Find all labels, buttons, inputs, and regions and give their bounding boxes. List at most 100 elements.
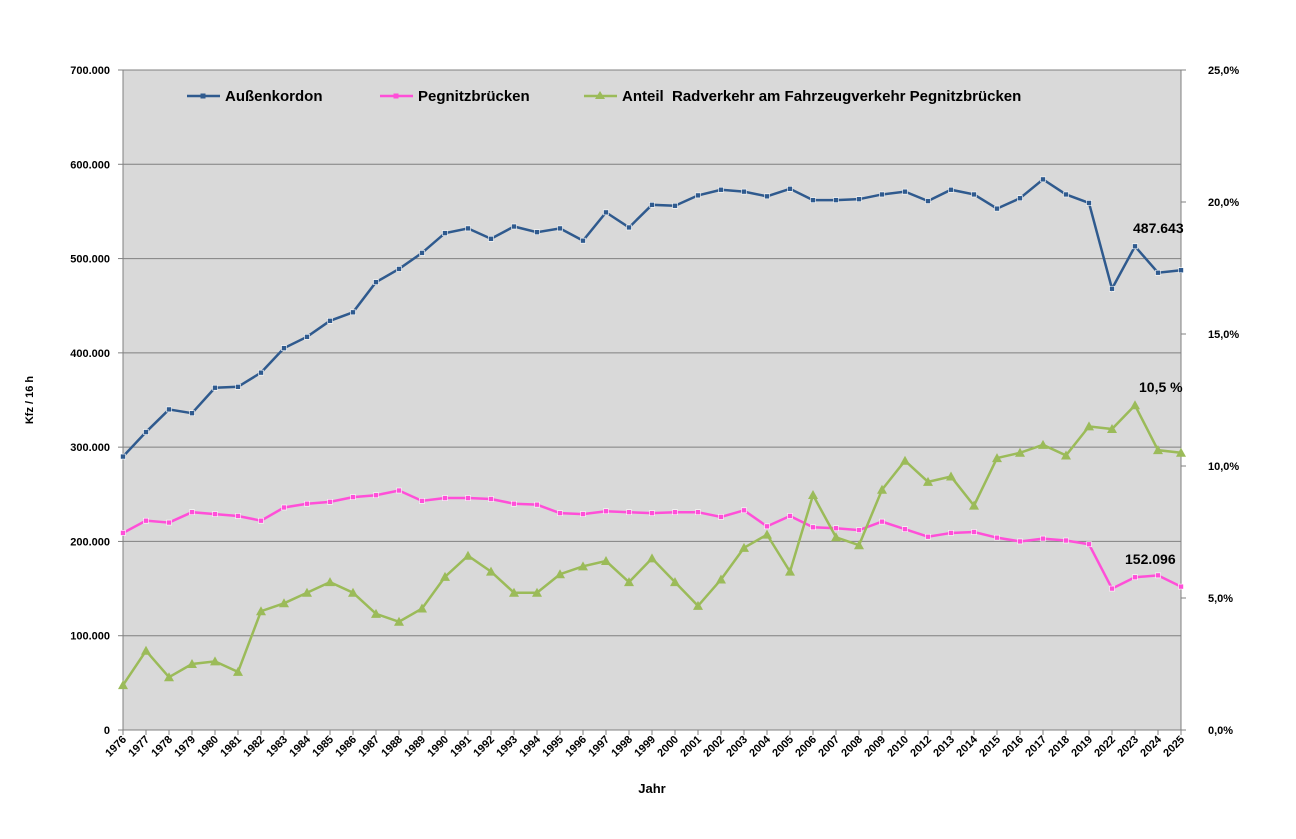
x-tick-label: 1986 bbox=[333, 734, 359, 760]
data-point bbox=[810, 197, 816, 203]
data-point bbox=[256, 606, 266, 616]
data-point bbox=[511, 223, 517, 230]
x-tick-label: 1991 bbox=[448, 734, 474, 760]
data-point bbox=[695, 192, 701, 199]
data-point bbox=[739, 542, 749, 552]
y-tick-label: 200.000 bbox=[70, 536, 110, 548]
data-point bbox=[787, 186, 793, 192]
y2-tick-label: 10,0% bbox=[1208, 461, 1239, 473]
data-point bbox=[1040, 176, 1046, 183]
data-point bbox=[465, 225, 471, 232]
data-point bbox=[603, 508, 609, 515]
data-point bbox=[624, 577, 634, 587]
data-point bbox=[1132, 574, 1138, 581]
legend: Außenkordon Pegnitzbrücken Anteil Radver… bbox=[187, 88, 1021, 105]
data-point bbox=[1038, 439, 1048, 449]
data-point bbox=[994, 205, 1000, 212]
data-point bbox=[649, 202, 655, 208]
data-point bbox=[902, 526, 908, 532]
data-point bbox=[1176, 447, 1186, 457]
data-point bbox=[143, 429, 149, 435]
data-point bbox=[601, 556, 611, 566]
data-point bbox=[304, 500, 310, 507]
data-point bbox=[557, 510, 563, 516]
x-tick-label: 1996 bbox=[563, 734, 589, 760]
data-point bbox=[396, 266, 402, 272]
data-point bbox=[672, 202, 678, 209]
x-tick-label: 2000 bbox=[655, 734, 681, 760]
data-point bbox=[189, 509, 195, 516]
data-point bbox=[1040, 535, 1046, 542]
data-point bbox=[212, 511, 218, 517]
data-point bbox=[854, 540, 864, 550]
data-point bbox=[902, 188, 908, 195]
data-point bbox=[741, 188, 747, 195]
x-tick-label: 1983 bbox=[264, 734, 290, 760]
x-tick-label: 2016 bbox=[1000, 734, 1026, 760]
data-point bbox=[762, 529, 772, 539]
x-tick-label: 1988 bbox=[379, 734, 405, 760]
data-point bbox=[672, 509, 678, 516]
data-point bbox=[325, 577, 335, 587]
plot-area bbox=[123, 70, 1181, 730]
data-point bbox=[900, 455, 910, 465]
data-point bbox=[419, 498, 425, 504]
data-point bbox=[1017, 195, 1023, 202]
x-tick-label: 2005 bbox=[770, 734, 796, 760]
x-tick-label: 2013 bbox=[931, 734, 957, 760]
data-point bbox=[856, 196, 862, 202]
data-point bbox=[1109, 585, 1115, 592]
data-point bbox=[1107, 424, 1117, 434]
data-point bbox=[118, 680, 128, 690]
data-point bbox=[442, 495, 448, 501]
data-point bbox=[1017, 538, 1023, 545]
x-tick-label: 2018 bbox=[1046, 734, 1072, 760]
data-point bbox=[302, 587, 312, 597]
x-tick-label: 2008 bbox=[839, 734, 865, 760]
data-point bbox=[1155, 572, 1161, 579]
x-tick-label: 1992 bbox=[471, 734, 497, 760]
y-tick-label: 400.000 bbox=[70, 348, 110, 360]
x-tick-label: 2025 bbox=[1161, 734, 1187, 760]
annotation-aussenkordon-2025: 487.643 bbox=[1133, 220, 1184, 236]
x-tick-label: 1982 bbox=[241, 734, 267, 760]
x-tick-label: 2002 bbox=[701, 734, 727, 760]
data-point bbox=[785, 566, 795, 576]
data-point bbox=[143, 517, 149, 524]
data-point bbox=[1063, 191, 1069, 198]
data-point bbox=[488, 235, 494, 242]
data-point bbox=[580, 237, 586, 244]
data-point bbox=[1086, 200, 1092, 206]
data-point bbox=[348, 587, 358, 597]
x-tick-label: 2009 bbox=[862, 734, 888, 760]
x-tick-label: 1977 bbox=[126, 734, 152, 760]
x-tick-label: 1985 bbox=[310, 734, 336, 760]
x-tick-label: 1997 bbox=[586, 734, 612, 760]
data-point bbox=[1109, 285, 1115, 292]
data-point bbox=[488, 496, 494, 502]
y-tick-label: 700.000 bbox=[70, 65, 110, 77]
x-tick-label: 2012 bbox=[908, 734, 934, 760]
y-tick-label: 0 bbox=[104, 725, 110, 737]
data-point bbox=[787, 513, 793, 519]
data-point bbox=[1153, 445, 1163, 455]
data-point bbox=[166, 406, 172, 413]
data-point bbox=[141, 645, 151, 655]
data-point bbox=[1015, 447, 1025, 457]
data-point bbox=[994, 534, 1000, 541]
data-point bbox=[233, 666, 243, 676]
data-point bbox=[394, 616, 404, 626]
x-tick-label: 1981 bbox=[218, 734, 244, 760]
data-point bbox=[948, 186, 954, 193]
x-tick-label: 1987 bbox=[356, 734, 382, 760]
x-tick-label: 2003 bbox=[724, 734, 750, 760]
data-point bbox=[281, 504, 287, 511]
data-point bbox=[948, 530, 954, 536]
legend-label-aussenkordon: Außenkordon bbox=[225, 88, 323, 105]
annotation-anteil-2025: 10,5 % bbox=[1139, 379, 1183, 395]
data-point bbox=[879, 518, 885, 525]
data-point bbox=[856, 527, 862, 533]
data-point bbox=[580, 511, 586, 517]
x-tick-label: 1995 bbox=[540, 734, 566, 760]
